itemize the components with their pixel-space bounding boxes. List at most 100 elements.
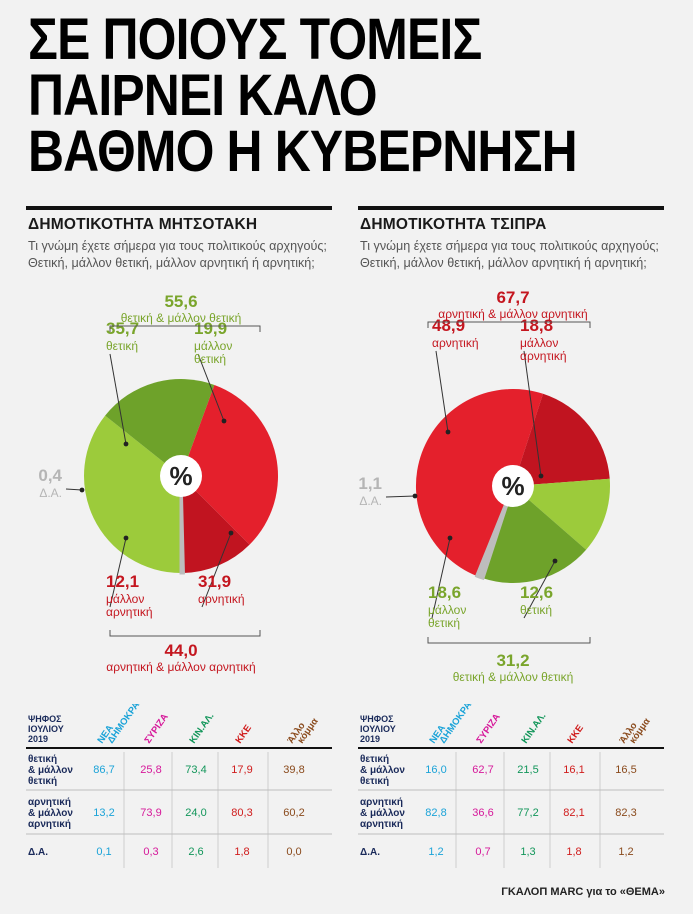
table-cell: 86,7	[93, 764, 114, 776]
leader-line	[431, 537, 451, 619]
leader-line	[65, 488, 83, 491]
table-cell: 24,0	[185, 807, 206, 819]
table-cell: 2,6	[188, 846, 203, 858]
table-cell: 82,8	[425, 807, 446, 819]
pie-center-badge	[160, 455, 202, 497]
table-row-label: θετική	[360, 754, 389, 765]
pie-center-label: %	[169, 461, 192, 491]
pie-slice	[181, 384, 279, 545]
leader-dot	[123, 535, 129, 541]
group-bracket	[427, 321, 591, 328]
pie-center-badge	[492, 465, 534, 507]
pie-slice	[513, 393, 610, 486]
pie-slice	[482, 486, 587, 583]
table-row-label: θετική	[28, 754, 57, 765]
slice-value-label: 12,1	[106, 572, 139, 591]
slice-category-label: αρνητική	[106, 605, 153, 619]
leader-dot	[538, 473, 544, 479]
table-cell: 1,8	[234, 846, 249, 858]
table-cell: 77,2	[517, 807, 538, 819]
leader-line	[523, 560, 556, 619]
group-total-label: θετική & μάλλον θετική	[453, 670, 574, 684]
leader-dot	[221, 418, 227, 424]
group-total-value: 55,6	[164, 292, 197, 311]
pie-slice	[179, 475, 185, 575]
pie-slice	[415, 388, 544, 576]
table-cell: 16,0	[425, 764, 446, 776]
table-cell: 62,7	[472, 764, 493, 776]
table-cell: 21,5	[517, 764, 538, 776]
table-row-label: αρνητική	[360, 797, 403, 808]
group-bracket	[109, 630, 261, 637]
slice-value-label: 12,6	[520, 583, 553, 602]
table-row-label: & μάλλον	[360, 808, 405, 819]
source-credit: ΓΚΑΛΟΠ MARC για το «ΘΕΜΑ»	[501, 886, 665, 898]
pie-slice	[181, 476, 250, 573]
table-cell: 1,8	[566, 846, 581, 858]
leader-line	[109, 353, 127, 445]
party-header: ΣΥΡΙΖΑ	[474, 712, 502, 746]
slice-category-label: μάλλον	[106, 592, 144, 606]
table-cell: 1,3	[520, 846, 535, 858]
slice-category-label: Δ.Α.	[359, 494, 382, 508]
slice-category-label: αρνητική	[520, 349, 567, 363]
headline-line-2: ΠΑΙΡΝΕΙ ΚΑΛΟ	[28, 63, 377, 128]
mitsotakis-pie-chart: %35,7θετική19,9μάλλονθετική31,9αρνητική1…	[38, 292, 279, 674]
table-cell: 36,6	[472, 807, 493, 819]
pie-slice	[84, 415, 181, 573]
leader-dot	[123, 441, 129, 447]
panel-rule	[26, 206, 332, 210]
table-cell: 73,4	[185, 764, 206, 776]
table-row-label: Δ.Α.	[28, 847, 48, 858]
group-bracket	[109, 325, 261, 332]
table-cell: 82,3	[615, 807, 636, 819]
pie-slice	[474, 485, 515, 581]
party-header: ΚΙΝ.ΑΛ.	[519, 711, 548, 746]
group-total-label: αρνητική & μάλλον αρνητική	[438, 307, 587, 321]
pie-center-label: %	[501, 471, 524, 501]
slice-category-label: θετική	[106, 339, 138, 353]
table-cell: 80,3	[231, 807, 252, 819]
table-year-header: 2019	[28, 734, 48, 744]
slice-value-label: 18,8	[520, 316, 553, 335]
panel-title: ΔΗΜΟΤΙΚΟΤΗΤΑ ΤΣΙΠΡΑ	[360, 216, 547, 233]
slice-category-label: μάλλον	[194, 339, 232, 353]
table-row-label: & μάλλον	[360, 765, 405, 776]
leader-line	[109, 537, 127, 608]
table-cell: 0,3	[143, 846, 158, 858]
group-total-value: 44,0	[164, 641, 197, 660]
group-total-label: αρνητική & μάλλον αρνητική	[106, 660, 255, 674]
pie-slice	[105, 378, 215, 476]
tsipras-panel: ΔΗΜΟΤΙΚΟΤΗΤΑ ΤΣΙΠΡΑ Τι γνώμη έχετε σήμερ…	[358, 206, 664, 906]
table-cell: 82,1	[563, 807, 584, 819]
leader-line	[435, 350, 449, 433]
table-row-label: αρνητική	[28, 797, 71, 808]
party-header: ΣΥΡΙΖΑ	[142, 712, 170, 746]
group-total-label: θετική & μάλλον θετική	[121, 311, 242, 325]
pie-slice	[513, 478, 611, 550]
table-row-label: θετική	[360, 776, 389, 787]
mitsotakis-panel: ΔΗΜΟΤΙΚΟΤΗΤΑ ΜΗΤΣΟΤΑΚΗ Τι γνώμη έχετε σή…	[26, 206, 332, 906]
tsipras-pie-chart: %48,9αρνητική18,8μάλλοναρνητική12,6θετικ…	[358, 288, 611, 684]
leader-dot	[79, 487, 85, 493]
leader-dot	[228, 530, 234, 536]
party-header: ΚΙΝ.ΑΛ.	[187, 711, 216, 746]
table-cell: 0,0	[286, 846, 301, 858]
slice-value-label: 0,4	[38, 466, 62, 485]
panel-question: Τι γνώμη έχετε σήμερα για τους πολιτικού…	[360, 239, 659, 270]
table-cell: 25,8	[140, 764, 161, 776]
headline-line-3: ΒΑΘΜΟ Η ΚΥΒΕΡΝΗΣΗ	[28, 119, 578, 184]
leader-line	[523, 350, 542, 477]
table-cell: 73,9	[140, 807, 161, 819]
leader-dot	[447, 535, 453, 541]
leader-dot	[552, 558, 558, 564]
slice-value-label: 31,9	[198, 572, 231, 591]
panel-question: Τι γνώμη έχετε σήμερα για τους πολιτικού…	[28, 239, 327, 270]
panel-rule	[358, 206, 664, 210]
slice-category-label: θετική	[194, 352, 226, 366]
table-row-label: θετική	[28, 776, 57, 787]
headline-line-1: ΣΕ ΠΟΙΟΥΣ ΤΟΜΕΙΣ	[28, 7, 482, 72]
slice-category-label: θετική	[428, 616, 460, 630]
